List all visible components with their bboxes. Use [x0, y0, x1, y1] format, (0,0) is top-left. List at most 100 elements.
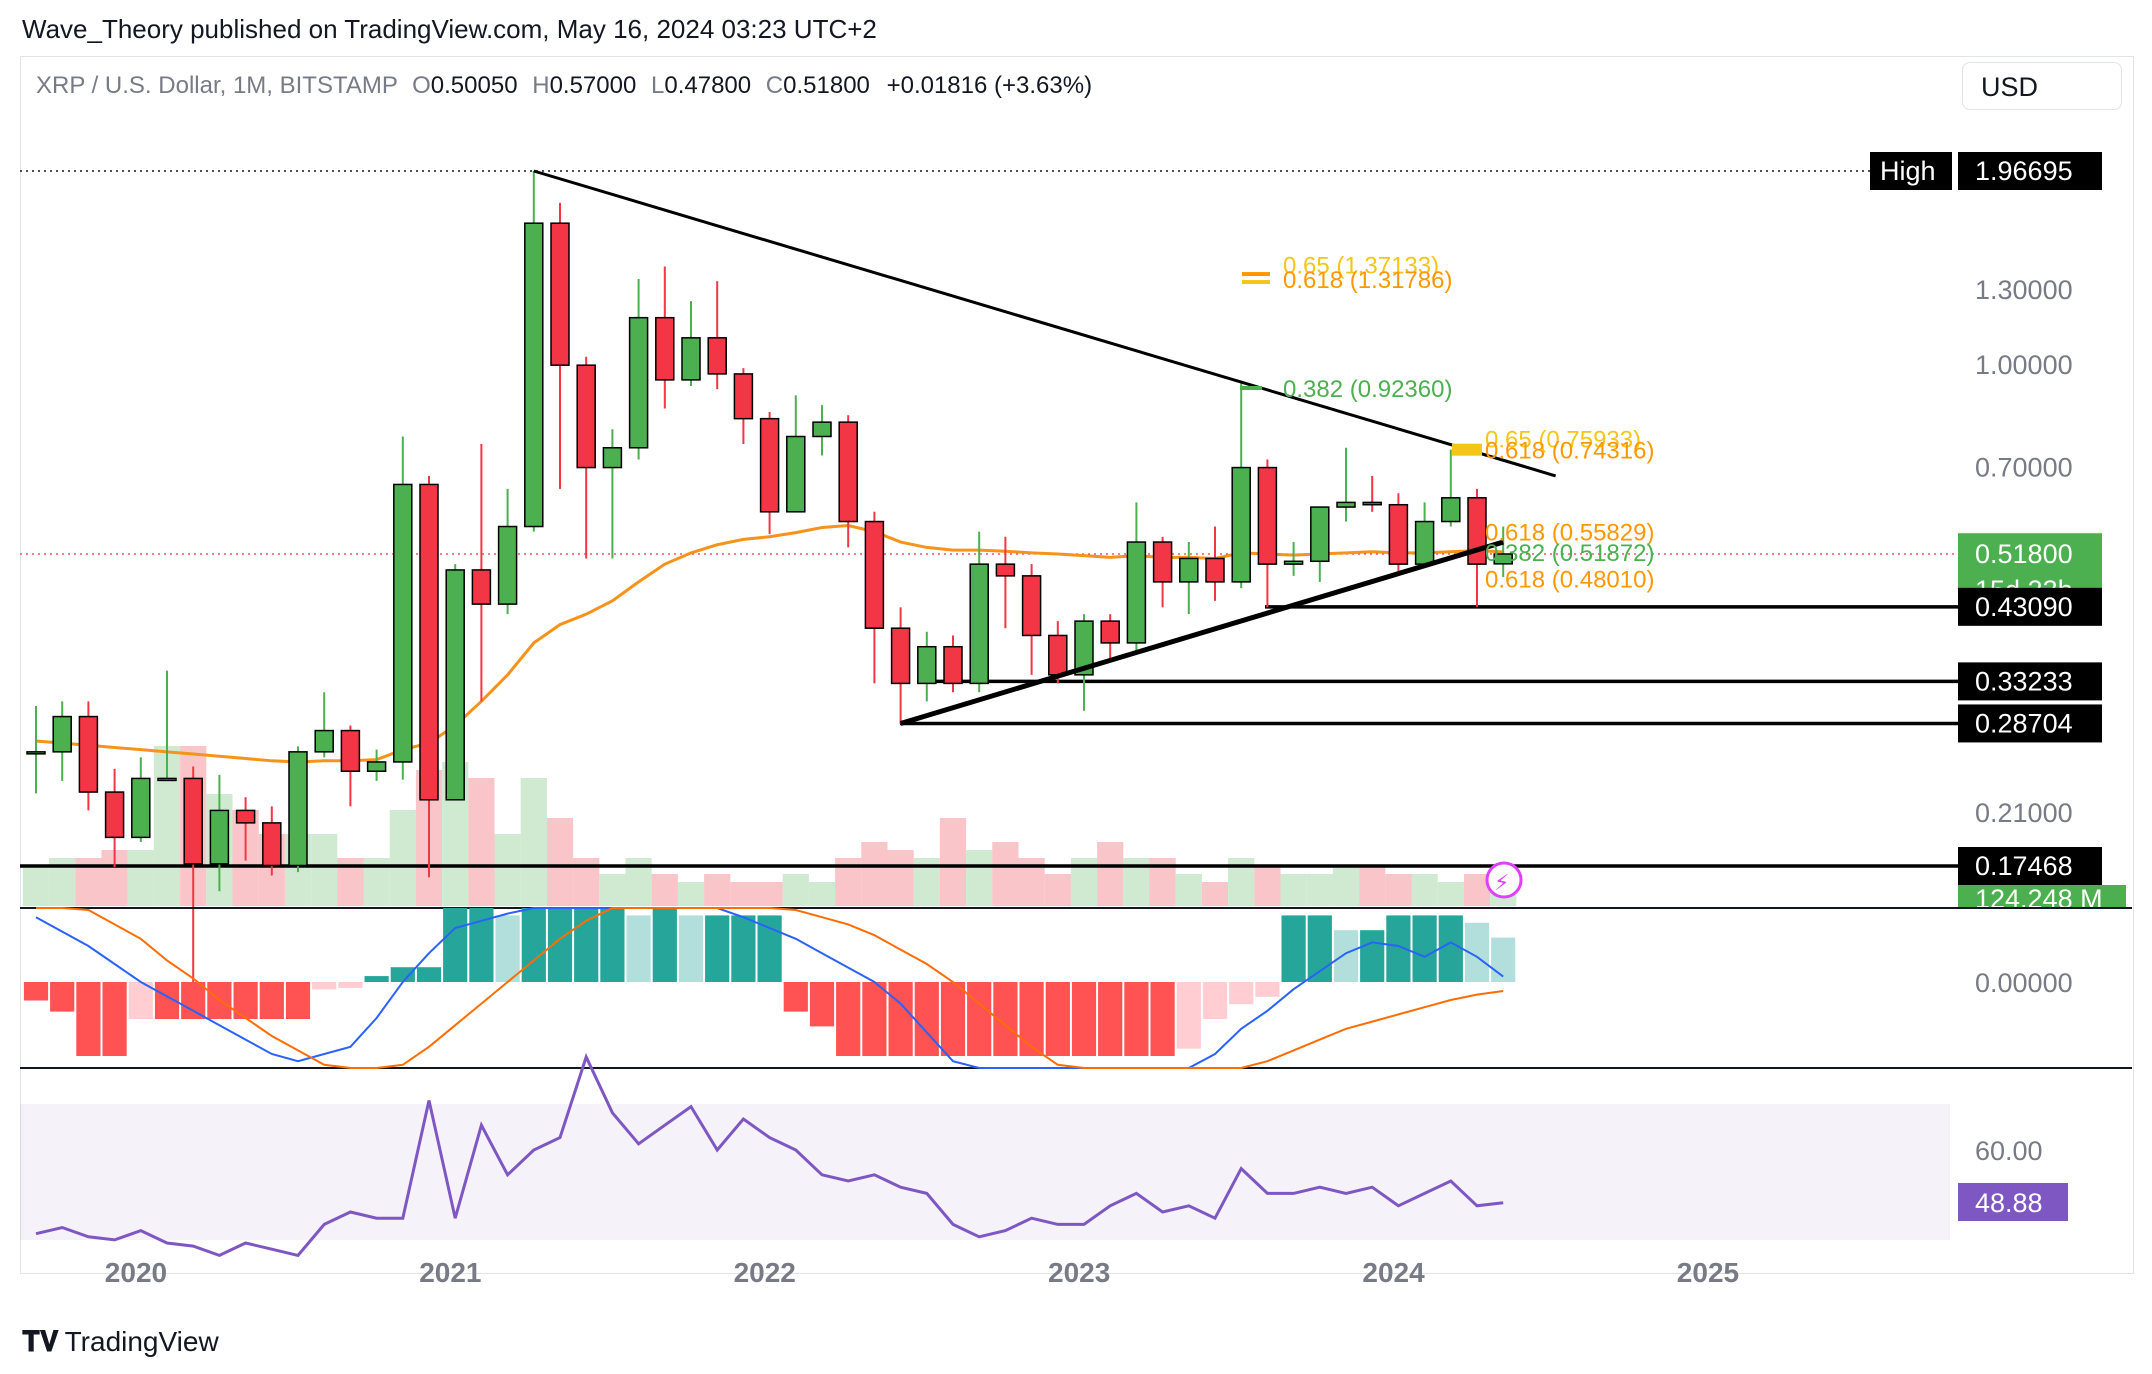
macd-histogram-bar — [233, 982, 258, 1019]
macd-histogram-bar — [678, 915, 704, 982]
candle-body — [104, 791, 125, 839]
candle-body — [1074, 620, 1094, 676]
volume-bar — [127, 850, 154, 906]
price-badge-text: 0.51800 — [1975, 539, 2073, 569]
high-label: H — [532, 72, 550, 99]
candle-body — [131, 777, 151, 839]
volume-bar — [1280, 874, 1307, 906]
macd-histogram-bar — [862, 982, 887, 1056]
volume-bar — [782, 874, 809, 906]
volume-bar — [311, 834, 338, 906]
macd-histogram-bar — [1438, 915, 1463, 982]
candle-body — [235, 809, 256, 824]
macd-histogram-bar — [967, 982, 992, 1056]
close-label: C — [765, 72, 784, 99]
macd-histogram-bar — [1019, 982, 1044, 1056]
symbol-legend: XRP / U.S. Dollar, 1M, BITSTAMP O0.50050… — [36, 72, 1092, 100]
volume-bar — [520, 778, 547, 906]
macd-histogram-bar — [626, 915, 651, 982]
macd-histogram-bar — [521, 908, 546, 982]
signal-line — [36, 907, 1504, 1069]
candle-body — [288, 751, 308, 867]
price-badge-text: 0.43090 — [1975, 592, 2073, 622]
candle-body — [943, 645, 963, 685]
price-badge-text: 0.28704 — [1975, 708, 2073, 738]
fib-label: 0.618 (0.55829) — [1485, 520, 1654, 547]
volume-bar — [389, 810, 416, 906]
price-badge — [1958, 662, 2102, 701]
fib-marker — [1242, 272, 1270, 277]
open-value: 0.50050 — [430, 72, 518, 99]
candle-body — [1310, 506, 1330, 563]
candle-body — [890, 627, 911, 685]
candle-body — [445, 569, 465, 801]
macd-histogram-bar — [76, 982, 101, 1056]
candle-body — [366, 761, 387, 772]
candle-body — [1493, 553, 1513, 565]
price-badge — [1958, 152, 2102, 190]
volume-bar — [1175, 874, 1202, 906]
rsi-badge — [1958, 1183, 2068, 1221]
fib-marker — [1452, 443, 1482, 456]
macd-histogram-bar — [1360, 930, 1385, 982]
candle-body — [733, 373, 754, 420]
macd-histogram-bar — [1176, 982, 1201, 1049]
low-value: 0.47800 — [664, 72, 752, 99]
volume-bar — [992, 842, 1019, 906]
candle-body — [1100, 620, 1120, 644]
macd-line — [35, 907, 1504, 1069]
macd-histogram-bar — [285, 982, 311, 1019]
candle-body — [1414, 520, 1435, 565]
candle-body — [1441, 497, 1461, 523]
x-tick-label: 2022 — [734, 1257, 796, 1288]
candle-body — [655, 316, 675, 381]
price-badge — [1958, 704, 2102, 743]
fib-label: 0.618 (0.48010) — [1485, 566, 1654, 593]
macd-histogram-bar — [338, 982, 363, 988]
macd-histogram-bar — [390, 967, 415, 982]
volume-bar — [468, 778, 495, 906]
macd-histogram-bar — [914, 982, 939, 1056]
macd-histogram-bar — [1150, 982, 1175, 1056]
fib-label: 0.618 (1.31786) — [1283, 267, 1452, 294]
candle-body — [393, 483, 413, 763]
candle-body — [1179, 557, 1199, 583]
y-tick-label: 0.21000 — [1975, 798, 2073, 828]
candle-body — [157, 777, 177, 782]
currency-button[interactable]: USD — [1962, 62, 2122, 110]
macd-histogram-bar — [443, 908, 468, 982]
candle-body — [707, 337, 727, 375]
candle-body — [576, 364, 596, 469]
macd-histogram-bar — [1202, 982, 1228, 1019]
macd-histogram-bar — [1071, 982, 1097, 1056]
fib-label: 0.618 (0.74316) — [1485, 438, 1654, 465]
close-value: 0.51800 — [783, 72, 870, 99]
volume-bar — [494, 834, 521, 906]
macd-zero-label: 0.00000 — [1975, 968, 2073, 998]
candle-body — [471, 569, 492, 605]
alert-bolt-icon — [1485, 861, 1523, 899]
tradingview-logo[interactable]: 𝐓𝐕 TradingView — [22, 1326, 219, 1359]
volume-bar — [1201, 882, 1229, 906]
candle-body — [78, 715, 99, 793]
candle-body — [602, 447, 623, 469]
price-badge-text: 0.17468 — [1975, 851, 2073, 881]
candle-body — [1048, 634, 1068, 676]
macd-histogram-bar — [940, 982, 966, 1056]
open-label: O — [412, 72, 431, 99]
fib-label: 0.382 (0.51872) — [1485, 540, 1654, 567]
macd-histogram-bar — [1045, 982, 1070, 1056]
y-tick-label: 1.30000 — [1975, 275, 2073, 305]
volume-bar — [730, 882, 757, 906]
symbol-name: XRP / U.S. Dollar, 1M, BITSTAMP — [36, 72, 398, 99]
volume-bar — [1359, 866, 1386, 906]
candle-body — [26, 751, 46, 755]
macd-histogram-bar — [1491, 937, 1516, 982]
macd-histogram-bar — [757, 915, 782, 982]
macd-histogram-bar — [652, 908, 677, 982]
high-label-text: High — [1880, 156, 1936, 186]
candle-body — [1231, 466, 1251, 583]
rsi-badge-text: 48.88 — [1975, 1188, 2043, 1218]
x-tick-label: 2021 — [419, 1257, 481, 1288]
